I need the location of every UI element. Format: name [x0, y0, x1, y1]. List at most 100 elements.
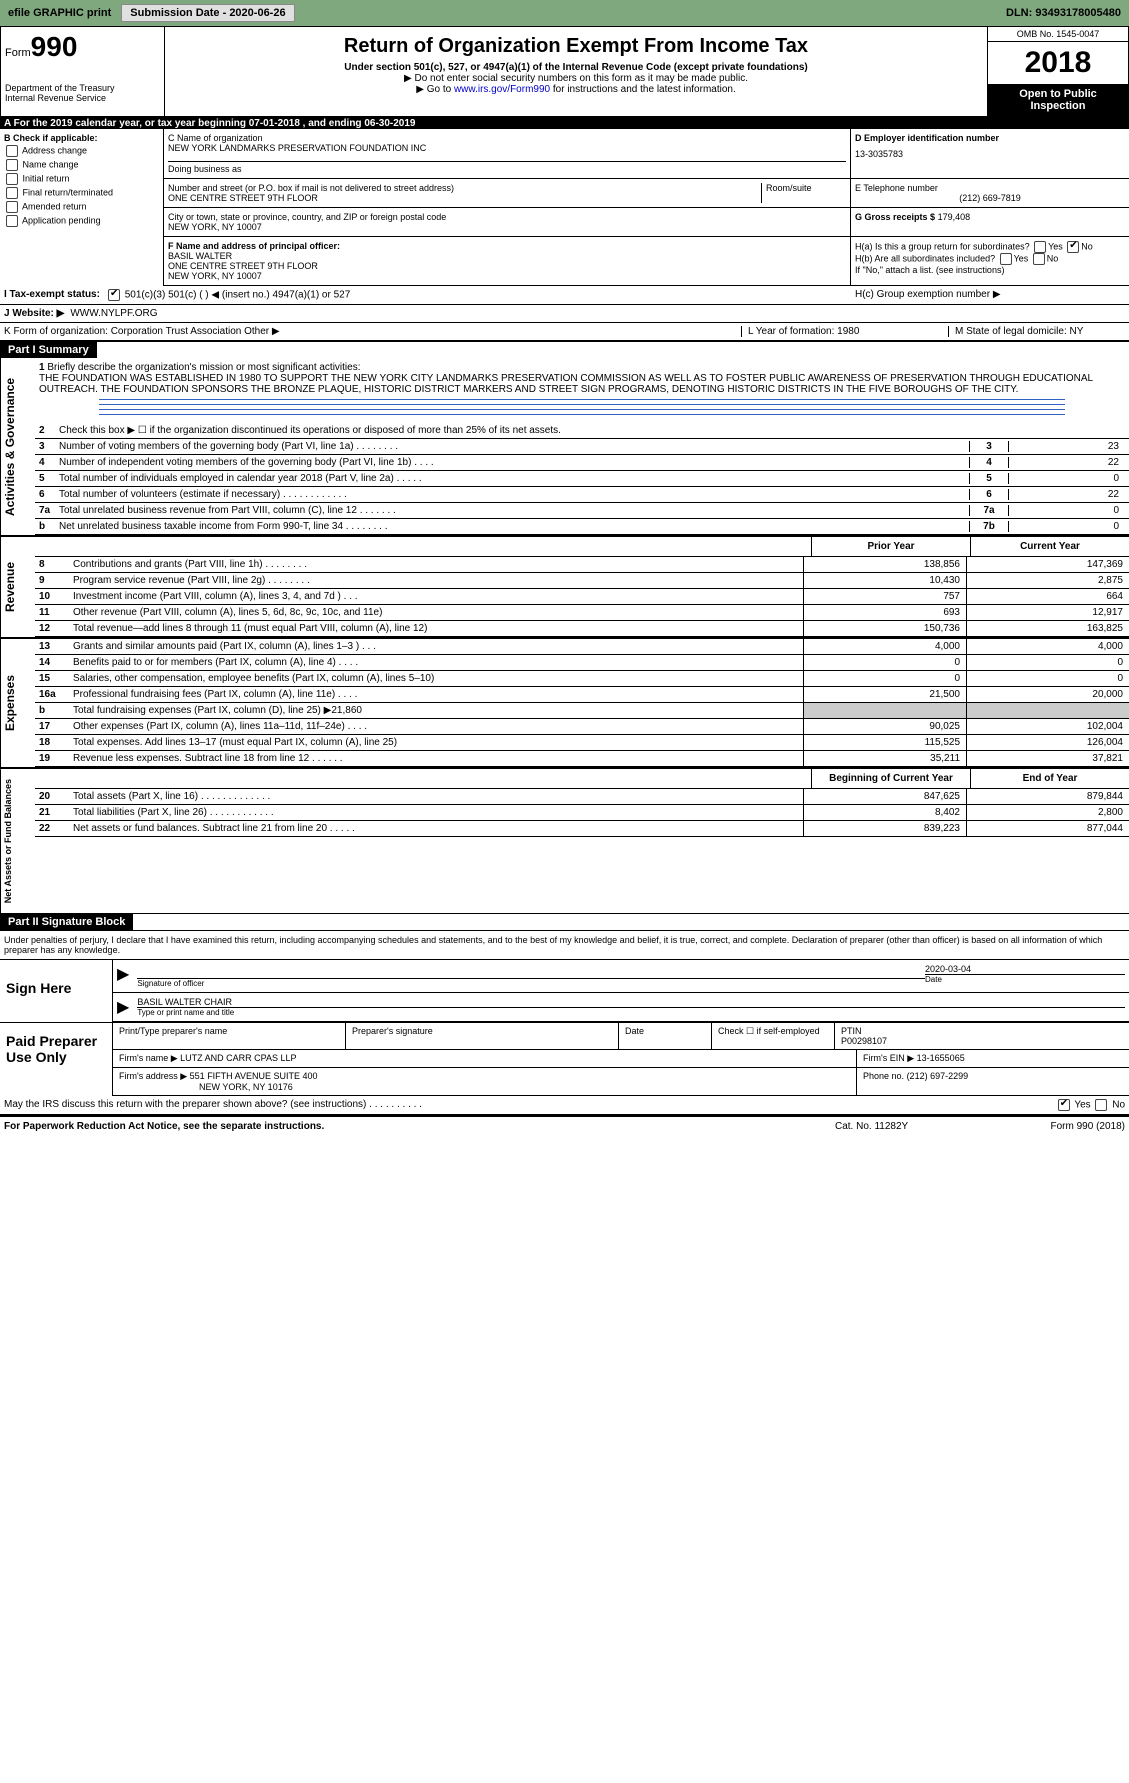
sign-here: Sign Here: [0, 960, 113, 1022]
part-1-header: Part I Summary: [0, 342, 97, 358]
summary-row: 3Number of voting members of the governi…: [35, 439, 1129, 455]
current-year-hdr: Current Year: [970, 537, 1129, 556]
prep-self-emp: Check ☐ if self-employed: [712, 1023, 835, 1049]
firm-addr: 551 FIFTH AVENUE SUITE 400: [190, 1071, 318, 1081]
department: Department of the Treasury Internal Reve…: [5, 83, 160, 103]
irs-link[interactable]: www.irs.gov/Form990: [454, 84, 550, 95]
col-b-title: B Check if applicable:: [4, 133, 159, 143]
city-lbl: City or town, state or province, country…: [168, 212, 846, 222]
sign-date: 2020-03-04: [925, 964, 1125, 975]
fin-row: 19Revenue less expenses. Subtract line 1…: [35, 751, 1129, 767]
fin-row: 21Total liabilities (Part X, line 26) . …: [35, 805, 1129, 821]
cat-no: Cat. No. 11282Y: [835, 1121, 985, 1132]
sidebar-netassets: Net Assets or Fund Balances: [0, 769, 35, 913]
summary-row: 5Total number of individuals employed in…: [35, 471, 1129, 487]
ssn-note: ▶ Do not enter social security numbers o…: [169, 73, 983, 84]
penalty-statement: Under penalties of perjury, I declare th…: [0, 930, 1129, 959]
row-j-lbl: J Website: ▶: [4, 308, 64, 319]
dln: DLN: 93493178005480: [1006, 7, 1121, 19]
fin-row: 17Other expenses (Part IX, column (A), l…: [35, 719, 1129, 735]
cb-amended: Amended return: [4, 201, 159, 213]
sidebar-activities: Activities & Governance: [0, 358, 35, 535]
sidebar-revenue: Revenue: [0, 537, 35, 637]
open-public: Open to Public Inspection: [988, 84, 1128, 116]
summary-row: bNet unrelated business taxable income f…: [35, 519, 1129, 535]
prep-date-lbl: Date: [619, 1023, 712, 1049]
org-name: NEW YORK LANDMARKS PRESERVATION FOUNDATI…: [168, 143, 846, 153]
form-number: Form990: [5, 31, 160, 63]
firm-phone: (212) 697-2299: [907, 1071, 969, 1081]
tax-year: 2018: [988, 42, 1128, 84]
mission-text: THE FOUNDATION WAS ESTABLISHED IN 1980 T…: [39, 373, 1093, 395]
top-bar: efile GRAPHIC print Submission Date - 20…: [0, 0, 1129, 26]
omb-no: OMB No. 1545-0047: [988, 27, 1128, 42]
line1-no: 1: [39, 362, 45, 373]
summary-row: 4Number of independent voting members of…: [35, 455, 1129, 471]
paid-preparer: Paid Preparer Use Only: [0, 1023, 113, 1096]
summary-row: 2Check this box ▶ ☐ if the organization …: [35, 423, 1129, 439]
gross-lbl: G Gross receipts $: [855, 212, 935, 222]
fin-row: 22Net assets or fund balances. Subtract …: [35, 821, 1129, 837]
ein: 13-3035783: [855, 149, 1125, 159]
row-l: L Year of formation: 1980: [741, 326, 948, 337]
form-no-footer: Form 990 (2018): [985, 1121, 1125, 1132]
row-i-opts: 501(c)(3) 501(c) ( ) ◀ (insert no.) 4947…: [106, 289, 350, 301]
prior-year-hdr: Prior Year: [811, 537, 970, 556]
cb-initial: Initial return: [4, 173, 159, 185]
fin-row: 16aProfessional fundraising fees (Part I…: [35, 687, 1129, 703]
arrow-icon: ▶: [117, 964, 129, 988]
prep-sig-lbl: Preparer's signature: [346, 1023, 619, 1049]
addr: ONE CENTRE STREET 9TH FLOOR: [168, 193, 761, 203]
firm-name: LUTZ AND CARR CPAS LLP: [180, 1053, 296, 1063]
end-year-hdr: End of Year: [970, 769, 1129, 788]
prep-name-lbl: Print/Type preparer's name: [113, 1023, 346, 1049]
signer-name: BASIL WALTER CHAIR: [137, 997, 1125, 1008]
goto-note: ▶ Go to www.irs.gov/Form990 for instruct…: [169, 84, 983, 95]
section-a: A For the 2019 calendar year, or tax yea…: [0, 117, 1129, 129]
hc: H(c) Group exemption number ▶: [855, 289, 1125, 301]
form-header: Form990 Department of the Treasury Inter…: [0, 26, 1129, 117]
tel-lbl: E Telephone number: [855, 183, 1125, 193]
officer-addr: ONE CENTRE STREET 9TH FLOOR NEW YORK, NY…: [168, 261, 846, 281]
submission-date: Submission Date - 2020-06-26: [121, 4, 294, 22]
addr-lbl: Number and street (or P.O. box if mail i…: [168, 183, 761, 193]
fin-row: 18Total expenses. Add lines 13–17 (must …: [35, 735, 1129, 751]
firm-ein: 13-1655065: [917, 1053, 965, 1063]
gross: 179,408: [938, 212, 971, 222]
discuss-q: May the IRS discuss this return with the…: [4, 1099, 422, 1111]
fin-row: 14Benefits paid to or for members (Part …: [35, 655, 1129, 671]
summary-row: 7aTotal unrelated business revenue from …: [35, 503, 1129, 519]
officer-lbl: F Name and address of principal officer:: [168, 241, 846, 251]
summary-row: 6Total number of volunteers (estimate if…: [35, 487, 1129, 503]
cb-address: Address change: [4, 145, 159, 157]
cb-name: Name change: [4, 159, 159, 171]
room-lbl: Room/suite: [761, 183, 846, 203]
fin-row: 11Other revenue (Part VIII, column (A), …: [35, 605, 1129, 621]
fin-row: bTotal fundraising expenses (Part IX, co…: [35, 703, 1129, 719]
hb: H(b) Are all subordinates included? Yes …: [855, 253, 1125, 265]
row-i-lbl: I Tax-exempt status:: [4, 289, 100, 301]
org-name-lbl: C Name of organization: [168, 133, 846, 143]
fin-row: 8Contributions and grants (Part VIII, li…: [35, 557, 1129, 573]
cb-pending: Application pending: [4, 215, 159, 227]
officer-name: BASIL WALTER: [168, 251, 846, 261]
part-2-header: Part II Signature Block: [0, 914, 133, 930]
column-b: B Check if applicable: Address change Na…: [0, 129, 164, 286]
line1-label: Briefly describe the organization's miss…: [47, 362, 360, 373]
dba-lbl: Doing business as: [168, 161, 846, 174]
fin-row: 10Investment income (Part VIII, column (…: [35, 589, 1129, 605]
arrow-icon: ▶: [117, 997, 129, 1017]
sidebar-expenses: Expenses: [0, 639, 35, 767]
fin-row: 13Grants and similar amounts paid (Part …: [35, 639, 1129, 655]
paperwork-notice: For Paperwork Reduction Act Notice, see …: [4, 1121, 835, 1132]
ptin: P00298107: [841, 1036, 887, 1046]
ha: H(a) Is this a group return for subordin…: [855, 241, 1125, 253]
ein-lbl: D Employer identification number: [855, 133, 1125, 143]
form-subtitle: Under section 501(c), 527, or 4947(a)(1)…: [169, 62, 983, 73]
website: WWW.NYLPF.ORG: [70, 308, 157, 319]
tel: (212) 669-7819: [855, 193, 1125, 203]
discuss-a: Yes No: [1056, 1099, 1125, 1111]
fin-row: 15Salaries, other compensation, employee…: [35, 671, 1129, 687]
row-m: M State of legal domicile: NY: [948, 326, 1125, 337]
sig-officer-lbl: Signature of officer: [137, 979, 925, 988]
